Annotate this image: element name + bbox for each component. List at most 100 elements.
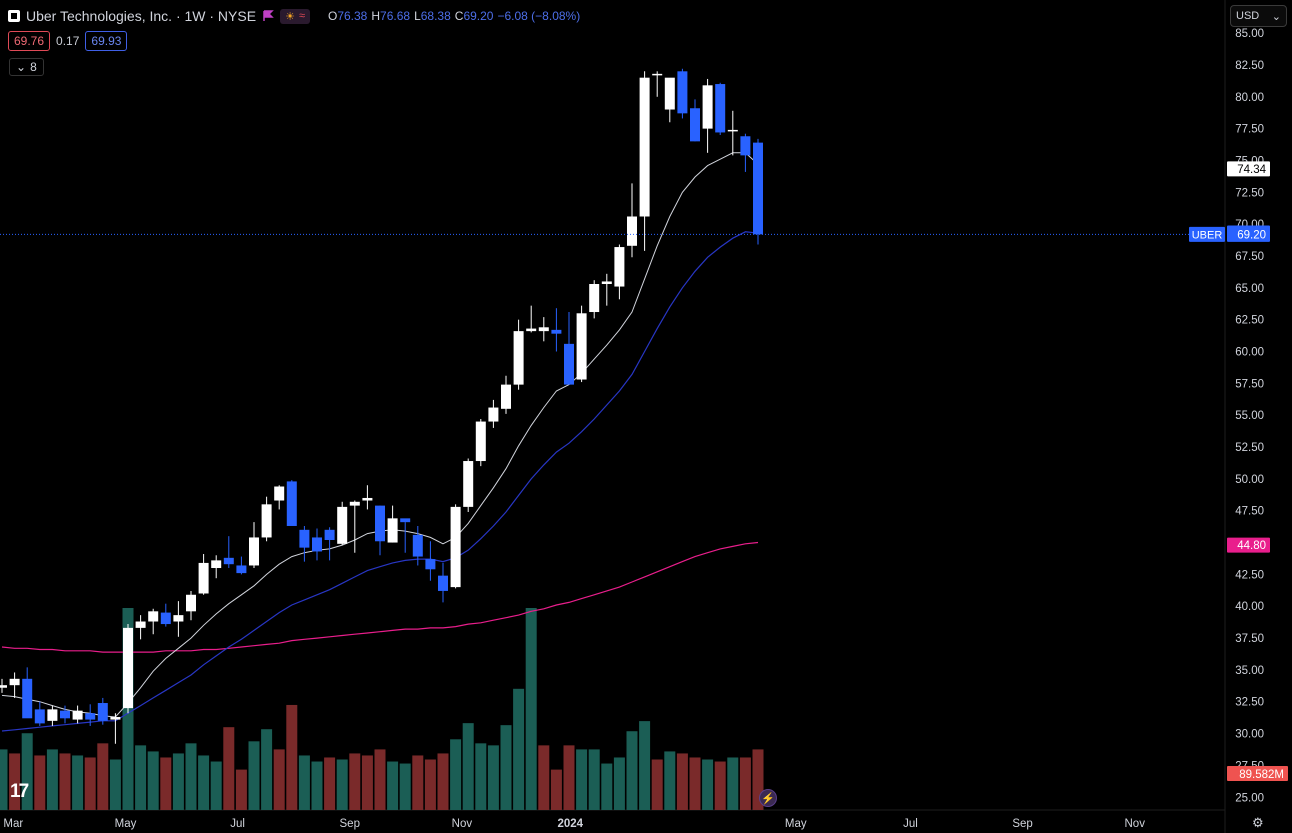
volume-bar [412, 755, 424, 810]
sell-button[interactable]: 69.76 [8, 31, 51, 51]
price-label-text: 69.20 [1237, 229, 1266, 241]
volume-bar [676, 753, 688, 810]
ohlc-change: −6.08 (−8.08%) [497, 9, 581, 23]
indicators-toggle[interactable]: ⌄ 8 [9, 58, 44, 76]
bolt-icon[interactable]: ⚡ [759, 789, 777, 807]
candle-body [135, 621, 146, 628]
candle-body [47, 709, 58, 721]
ohlc-readout: O76.38 H76.68 L68.38 C69.20 −6.08 (−8.08… [328, 9, 580, 23]
flag-icon[interactable] [262, 10, 274, 22]
x-tick-label: Sep [340, 818, 360, 830]
candle-body [236, 565, 247, 574]
chart-header: Uber Technologies, Inc. · 1W · NYSE ☀ ≈ … [8, 7, 580, 25]
gear-icon[interactable]: ⚙ [1252, 815, 1264, 830]
y-tick-label: 35.00 [1235, 665, 1264, 677]
volume-bar [576, 749, 588, 810]
volume-bar [109, 759, 121, 810]
candle-body [299, 529, 310, 548]
x-tick-label: Nov [452, 818, 473, 830]
volume-label-text: 89.582M [1239, 769, 1284, 781]
x-tick-label: May [785, 818, 807, 830]
volume-bar [639, 721, 651, 810]
volume-bar [147, 751, 159, 810]
ohlc-low: L68.38 [414, 9, 451, 23]
candle-body [740, 136, 751, 156]
candle-body [526, 328, 537, 332]
candle-body [387, 518, 398, 543]
volume-bar [9, 753, 21, 810]
sun-icon: ☀ [285, 10, 295, 23]
candle-body [85, 713, 96, 720]
candle-body [349, 501, 360, 506]
volume-bar [387, 761, 399, 810]
volume-bar [324, 757, 336, 810]
volume-bar [538, 745, 550, 810]
y-tick-label: 67.50 [1235, 251, 1264, 263]
candle-body [110, 717, 121, 720]
y-tick-label: 65.00 [1235, 283, 1264, 295]
session-indicator[interactable]: ☀ ≈ [280, 8, 310, 24]
candle-body [450, 506, 461, 588]
candle-body [400, 518, 411, 523]
candle-body [362, 497, 373, 501]
volume-bar [172, 753, 184, 810]
symbol-logo-icon [8, 10, 20, 22]
trade-bar: 69.76 0.17 69.93 [8, 31, 128, 51]
volume-bar [664, 751, 676, 810]
y-tick-label: 80.00 [1235, 92, 1264, 104]
y-tick-label: 77.50 [1235, 124, 1264, 136]
x-tick-label: Nov [1125, 818, 1146, 830]
candle-body [664, 77, 675, 110]
tradingview-logo[interactable]: 17 [10, 781, 29, 802]
volume-bar [487, 745, 499, 810]
y-tick-label: 42.50 [1235, 569, 1264, 581]
y-tick-label: 40.00 [1235, 601, 1264, 613]
candle-body [173, 615, 184, 622]
price-label-badge [1227, 226, 1270, 242]
volume-bar [185, 743, 197, 810]
candle-body [9, 678, 20, 686]
candle-body [34, 709, 45, 724]
y-tick-label: 47.50 [1235, 506, 1264, 518]
candle-body [425, 559, 436, 570]
x-tick-label: Jul [230, 818, 245, 830]
x-tick-label: Jul [903, 818, 918, 830]
y-tick-label: 32.50 [1235, 697, 1264, 709]
indicators-count: 8 [30, 60, 37, 74]
volume-bar [298, 755, 310, 810]
candle-body [160, 612, 171, 625]
candle-body [702, 85, 713, 129]
candle-body [501, 384, 511, 409]
price-label-badge [1227, 161, 1270, 177]
volume-bar [97, 743, 109, 810]
chevron-down-icon: ⌄ [1271, 10, 1281, 23]
volume-bar [550, 769, 562, 810]
volume-bar [349, 753, 361, 810]
x-tick-label: Sep [1012, 818, 1032, 830]
candle-body [690, 108, 700, 142]
candle-body [0, 685, 7, 688]
x-tick-label: Mar [3, 818, 23, 830]
volume-bar [563, 745, 575, 810]
candle-body [312, 537, 322, 552]
buy-button[interactable]: 69.93 [85, 31, 128, 51]
price-label-text: 44.80 [1237, 540, 1266, 552]
candle-body [614, 247, 625, 287]
volume-bar [72, 755, 84, 810]
y-tick-label: 52.50 [1235, 442, 1264, 454]
y-tick-label: 55.00 [1235, 410, 1264, 422]
symbol-tag-text: UBER [1192, 229, 1223, 241]
candle-body [274, 486, 285, 501]
volume-bar [160, 757, 172, 810]
candle-body [337, 506, 348, 544]
volume-bar [626, 731, 638, 810]
volume-bar [336, 759, 348, 810]
volume-bar [198, 755, 210, 810]
volume-bar [475, 743, 487, 810]
volume-bar [651, 759, 663, 810]
candle-body [148, 611, 159, 622]
volume-bar [601, 763, 613, 810]
currency-select[interactable]: USD ⌄ [1230, 5, 1287, 27]
symbol-title[interactable]: Uber Technologies, Inc. · 1W · NYSE [26, 8, 257, 24]
